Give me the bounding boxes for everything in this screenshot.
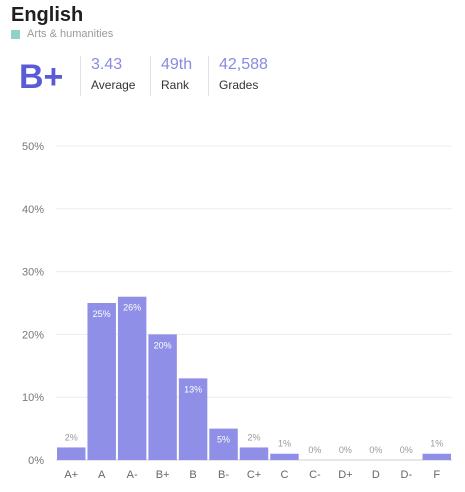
data-label: 13% [184, 384, 202, 394]
bar-B-[interactable] [209, 428, 238, 460]
data-label: 26% [123, 303, 141, 313]
letter-grade: B+ [19, 58, 64, 96]
x-tick-label: C- [309, 469, 321, 481]
x-tick-label: B- [218, 469, 229, 481]
y-tick-label: 10% [22, 392, 44, 404]
bar-C+[interactable] [239, 447, 269, 460]
y-tick-label: 0% [28, 455, 44, 467]
data-label: 2% [247, 432, 260, 442]
bar-C[interactable] [270, 453, 299, 460]
y-tick-label: 20% [22, 329, 44, 341]
course-category-label: Arts & humanities [27, 28, 114, 40]
stat-rank-value: 49th [161, 56, 193, 73]
bar-B[interactable] [178, 378, 208, 460]
bar-A-[interactable] [117, 296, 147, 460]
course-category: Arts & humanities [11, 28, 113, 40]
stat-average-label: Average [91, 78, 136, 92]
stat-grades: 42,588 Grades [208, 56, 268, 96]
bar-F[interactable] [422, 453, 451, 460]
x-tick-label: B+ [156, 469, 170, 481]
data-label: 20% [154, 340, 172, 350]
x-tick-label: C [280, 469, 288, 481]
x-tick-label: D [372, 469, 380, 481]
data-label: 0% [339, 445, 352, 455]
data-label: 0% [400, 445, 413, 455]
y-tick-label: 50% [22, 141, 44, 153]
bar-B+[interactable] [148, 334, 177, 460]
category-swatch [11, 29, 20, 39]
x-tick-label: A+ [64, 469, 78, 481]
stat-rank: 49th Rank [150, 56, 192, 96]
x-tick-label: A [98, 469, 106, 481]
x-tick-label: C+ [247, 469, 261, 481]
data-label: 1% [278, 439, 291, 449]
data-label: 5% [217, 435, 230, 445]
stat-grades-value: 42,588 [219, 56, 268, 73]
x-tick-label: F [433, 469, 440, 481]
data-label: 25% [93, 309, 111, 319]
y-tick-label: 40% [22, 204, 44, 216]
x-tick-label: B [189, 469, 196, 481]
stat-average-value: 3.43 [91, 56, 123, 73]
data-label: 2% [65, 432, 78, 442]
course-title: English [11, 4, 84, 26]
x-tick-label: D- [401, 469, 413, 481]
data-label: 0% [308, 445, 321, 455]
stat-average: 3.43 Average [80, 56, 135, 96]
bar-A+[interactable] [57, 447, 86, 460]
bar-A[interactable] [87, 303, 116, 460]
x-tick-label: A- [127, 469, 138, 481]
grade-distribution-chart: 0% 10% 20% 30% 40% 50% 2% A+ 25% A 26% A- 20% B+ 13% B 5… [22, 141, 452, 481]
data-label: 0% [369, 445, 382, 455]
stat-rank-label: Rank [161, 78, 190, 92]
data-label: 1% [430, 439, 443, 449]
x-tick-label: D+ [338, 469, 352, 481]
y-tick-label: 30% [22, 267, 44, 279]
stat-grades-label: Grades [219, 78, 259, 92]
